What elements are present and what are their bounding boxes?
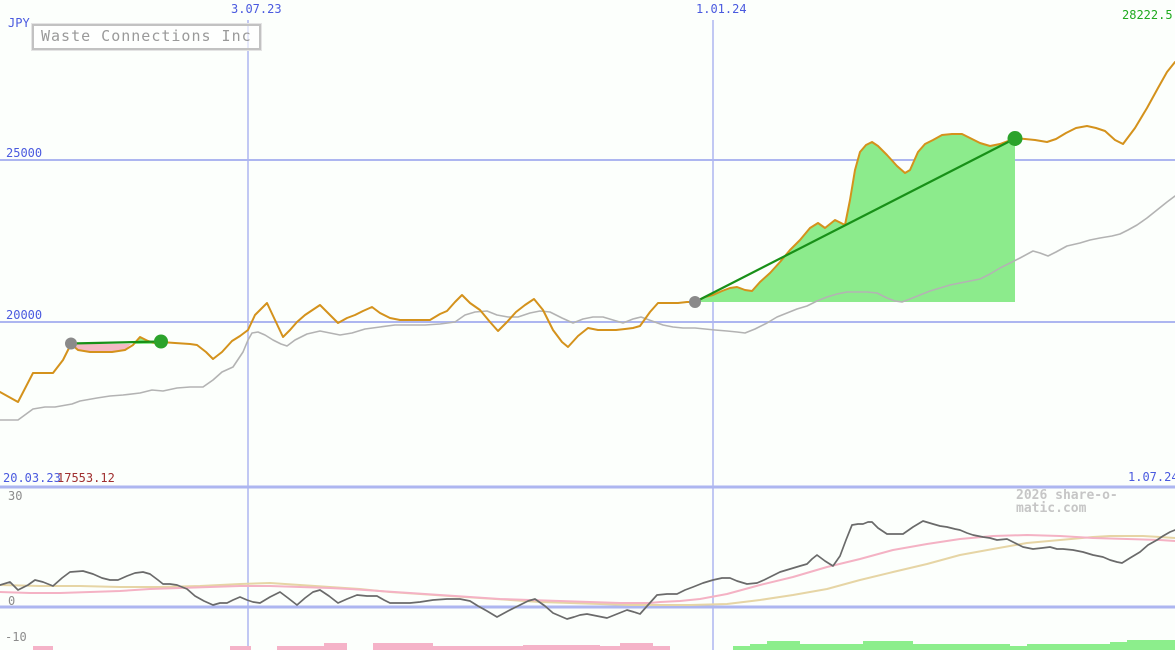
- loss-area-1: [71, 344, 131, 352]
- indicator-tan-line: [0, 535, 1175, 606]
- volume-bar-18: [1073, 644, 1110, 650]
- volume-bar-16: [1010, 646, 1027, 650]
- segment1-end-dot: [154, 334, 168, 349]
- volume-bar-13: [800, 644, 863, 650]
- y-axis-tick-20000: 20000: [6, 308, 43, 322]
- volume-bar-9: [653, 646, 670, 650]
- last-price-label: 28222.5: [1122, 8, 1173, 22]
- x-axis-tick-bottom-right: 1.07.24: [1128, 470, 1175, 484]
- volume-bar-4: [373, 643, 433, 650]
- indicator-tick-0: 0: [8, 594, 16, 608]
- segment1-start-dot: [65, 337, 77, 350]
- volume-bar-12: [767, 641, 800, 650]
- volume-bar-3: [324, 643, 347, 650]
- indicator-pink-line: [0, 534, 1175, 604]
- volume-bar-0: [33, 646, 53, 650]
- volume-bar-6: [523, 645, 600, 650]
- x-axis-tick-top-1: 3.07.23: [231, 2, 282, 16]
- watermark: 2026 share-o-matic.com: [1016, 488, 1118, 516]
- benchmark-line: [0, 195, 1175, 421]
- segment2-end-dot: [1007, 131, 1023, 146]
- volume-bar-5: [433, 646, 523, 650]
- volume-bar-15: [913, 644, 1010, 650]
- trend-1-line: [69, 340, 163, 345]
- volume-bar-8: [620, 643, 653, 650]
- volume-bar-11: [750, 644, 767, 650]
- indicator-main-line: [0, 520, 1175, 620]
- volume-bar-1: [230, 646, 251, 650]
- indicator-tick-30: 30: [8, 489, 23, 503]
- volume-bar-14: [863, 641, 913, 650]
- currency-label: JPY: [8, 16, 30, 30]
- volume-bar-17: [1027, 644, 1073, 650]
- min-price-label: 17553.12: [57, 471, 115, 485]
- volume-bar-19: [1110, 642, 1127, 650]
- trend-2-line: [693, 137, 1017, 304]
- instrument-name-box: Waste Connections Inc: [31, 23, 262, 51]
- volume-bar-2: [277, 646, 324, 650]
- instrument-name: Waste Connections Inc: [41, 27, 252, 45]
- indicator-tick-neg10: -10: [5, 630, 27, 644]
- y-axis-tick-25000: 25000: [6, 146, 43, 160]
- volume-bar-7: [600, 646, 620, 650]
- min-date-label: 20.03.23: [3, 471, 61, 485]
- volume-bar-20: [1127, 640, 1175, 650]
- volume-bar-10: [733, 646, 750, 650]
- gain-area-2: [695, 134, 1015, 302]
- x-axis-tick-top-2: 1.01.24: [696, 2, 747, 16]
- price-line: [0, 61, 1175, 403]
- segment2-start-dot: [689, 296, 701, 308]
